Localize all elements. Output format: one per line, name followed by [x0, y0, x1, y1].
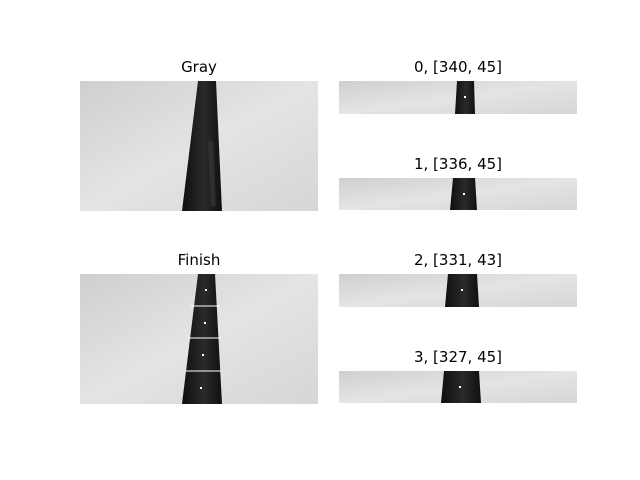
centroid-marker	[463, 193, 465, 195]
image-slice-2	[339, 274, 577, 307]
image-slice-3	[339, 371, 577, 403]
centroid-marker	[202, 354, 204, 356]
panel-title-slice-0: 0, [340, 45]	[413, 58, 503, 76]
image-slice-0	[339, 81, 577, 114]
centroid-marker	[200, 387, 202, 389]
panel-title-gray: Gray	[181, 58, 217, 76]
panel-title-slice-1: 1, [336, 45]	[413, 155, 503, 173]
panel-title-slice-2: 2, [331, 43]	[413, 251, 503, 269]
centroid-marker	[204, 322, 206, 324]
panel-title-finish: Finish	[177, 251, 221, 269]
image-gray	[80, 81, 318, 211]
centroid-marker	[461, 289, 463, 291]
centroid-marker	[459, 386, 461, 388]
image-slice-1	[339, 178, 577, 210]
image-finish	[80, 274, 318, 404]
centroid-marker	[464, 96, 466, 98]
centroid-marker	[205, 289, 207, 291]
panel-title-slice-3: 3, [327, 45]	[413, 348, 503, 366]
